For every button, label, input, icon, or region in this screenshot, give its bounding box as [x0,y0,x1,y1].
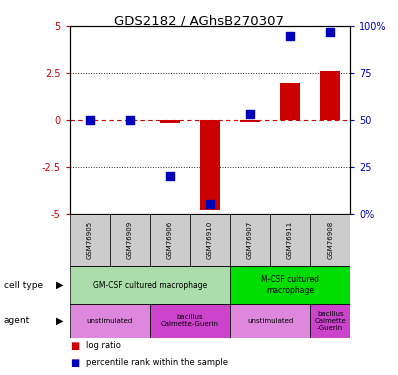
Bar [270,214,310,266]
Bar [200,120,220,210]
Text: GSM76909: GSM76909 [127,221,133,259]
Text: GSM76908: GSM76908 [327,221,333,259]
Text: unstimulated: unstimulated [87,318,133,324]
Text: cell type: cell type [4,280,43,290]
Bar [70,214,110,266]
Text: bacillus
Calmette
-Guerin: bacillus Calmette -Guerin [314,310,346,331]
Bar [320,71,340,120]
Point [86,117,93,123]
Point [327,29,334,35]
Bar [190,214,230,266]
Text: GSM76911: GSM76911 [287,221,293,259]
Bar [230,266,350,304]
Bar [70,304,150,338]
Text: ■: ■ [70,341,79,351]
Text: M-CSF cultured
macrophage: M-CSF cultured macrophage [261,275,319,295]
Bar [310,214,350,266]
Bar [160,120,180,123]
Bar [230,214,270,266]
Text: unstimulated: unstimulated [247,318,293,324]
Bar [230,304,310,338]
Text: GDS2182 / AGhsB270307: GDS2182 / AGhsB270307 [114,15,284,28]
Text: agent: agent [4,316,30,325]
Bar [280,82,300,120]
Bar [110,214,150,266]
Text: GSM76906: GSM76906 [167,221,173,259]
Text: ▶: ▶ [56,316,63,326]
Text: log ratio: log ratio [86,341,121,350]
Bar [70,266,230,304]
Text: GSM76907: GSM76907 [247,221,253,259]
Text: GSM76910: GSM76910 [207,221,213,259]
Bar [310,304,350,338]
Text: GSM76905: GSM76905 [87,221,93,259]
Text: ■: ■ [70,358,79,368]
Bar [240,120,260,122]
Text: ▶: ▶ [56,280,63,290]
Point [167,173,173,179]
Bar [150,214,190,266]
Point [287,33,293,39]
Point [127,117,133,123]
Point [247,111,253,117]
Text: percentile rank within the sample: percentile rank within the sample [86,358,228,368]
Text: bacillus
Calmette-Guerin: bacillus Calmette-Guerin [161,314,219,327]
Point [207,201,213,207]
Text: GM-CSF cultured macrophage: GM-CSF cultured macrophage [93,280,207,290]
Bar [150,304,230,338]
